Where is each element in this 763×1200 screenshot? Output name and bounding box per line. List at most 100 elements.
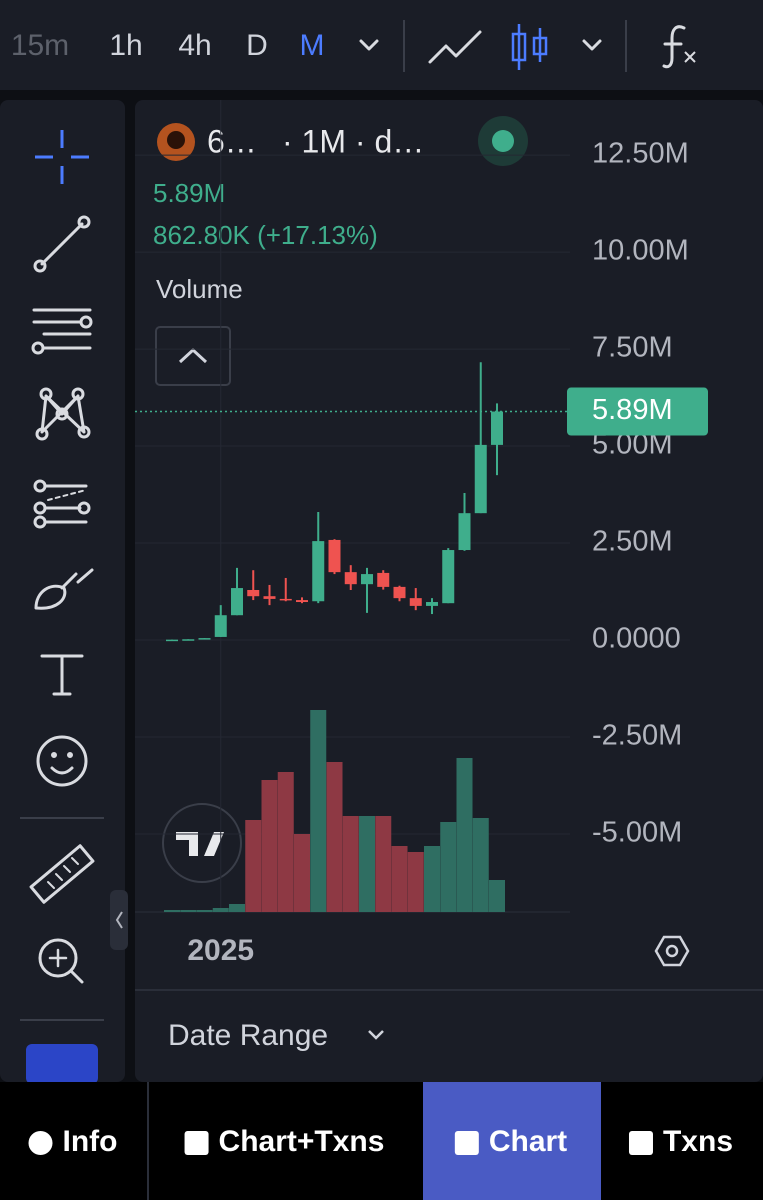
interval-button[interactable]: 4h [178,29,211,62]
y-tick-label: -2.50M [592,720,682,752]
candle-chart-button[interactable] [511,24,548,70]
chart-type-dropdown[interactable] [582,39,602,51]
volume-bar [180,910,197,912]
projection-tool[interactable] [33,479,91,529]
candle-body [377,572,390,587]
candle-body [182,639,195,641]
nav-icon [628,1131,653,1155]
interval-button[interactable]: 15m [11,29,69,62]
nav-tab[interactable]: Info [28,1125,118,1158]
candle-body [312,541,325,602]
nav-icon [454,1131,479,1155]
y-tick-label: 7.50M [592,332,673,364]
magnet-tool[interactable] [26,1044,98,1084]
volume-bar [359,816,375,912]
collapse-legend[interactable] [155,326,231,386]
candle-body [491,411,503,445]
measure-tool[interactable] [29,844,95,904]
candle-body [247,589,260,597]
tradingview-logo [162,803,242,883]
candle-body [279,598,292,601]
candle-body [442,550,455,604]
volume-bar [310,710,327,912]
interval-dropdown[interactable] [359,39,379,51]
interval-button[interactable]: M [300,29,325,62]
collapse-toolbar[interactable] [110,890,128,950]
volume-bar [196,910,213,912]
candle-body [361,574,373,585]
date-range-button[interactable]: Date Range [168,1019,328,1052]
y-tick-label: 2.50M [592,526,673,558]
volume-bar [164,910,180,912]
nav-label: Info [63,1125,118,1158]
candle-body [458,513,471,551]
y-tick-label: 0.0000 [592,623,681,655]
collapse-arrow [115,911,123,929]
volume-bar [375,816,392,912]
price-label-box [567,387,708,436]
candle-body [344,572,357,585]
x-tick-label: 2025 [187,934,254,967]
emoji-tool[interactable] [36,735,88,787]
candle-body [393,586,406,599]
price-change: 862.80K (+17.13%) [153,220,378,250]
nav-icon [28,1131,53,1155]
volume-bar [229,904,245,912]
crosshair-tool[interactable] [35,130,89,184]
symbol-details: · 1M · d… [282,123,424,159]
drawing-toolbar [0,100,125,1082]
volume-bar [489,880,505,912]
logo-mark [176,832,224,856]
nav-label: Chart+Txns [219,1125,385,1158]
volume-bar [326,762,343,912]
interval-button[interactable]: 1h [109,29,142,62]
candle-body [166,639,178,642]
candle-body [214,615,227,637]
volume-bar [261,780,278,912]
nav-tab[interactable]: Txns [628,1125,733,1158]
volume-bar [407,852,424,912]
nav-tab[interactable]: Chart+Txns [184,1125,385,1158]
interval-button[interactable]: D [246,29,268,62]
top-toolbar [0,0,763,90]
volume-bar [424,846,440,912]
y-tick-label: -5.00M [592,817,682,849]
volume-bar [391,846,408,912]
nav-label: Chart [489,1125,567,1158]
candle-body [296,600,308,603]
token-avatar-face [167,131,185,149]
volume-bar [245,820,262,912]
collapse-arrow [178,347,208,364]
candle-body [231,588,243,616]
candle-body [409,598,422,606]
y-tick-label: 10.00M [592,235,689,267]
volume-bar [456,758,473,912]
line-chart-button[interactable] [428,30,482,64]
last-price: 5.89M [153,178,225,208]
nav-tab-active [423,1082,601,1200]
pattern-tool[interactable] [35,387,91,441]
nav-tab[interactable]: Chart [423,1082,601,1200]
volume-bar [342,816,359,912]
text-tool[interactable] [40,654,84,696]
settings-button[interactable] [654,935,690,967]
candle-body [328,539,341,573]
volume-bar [277,772,294,912]
nav-icon [184,1131,209,1155]
zoom-tool[interactable] [38,938,84,984]
volume-bar [294,834,310,912]
volume-bar [440,822,457,912]
candle-body [263,596,276,599]
fib-tool[interactable] [31,308,93,355]
trend-line-tool[interactable] [33,215,91,273]
icon-x [684,51,696,63]
volume-bar [212,908,229,912]
price-label: 5.89M [592,394,673,426]
y-tick-label: 12.50M [592,138,689,170]
candle-body [474,444,487,514]
candle-body [198,638,211,640]
brush-tool[interactable] [34,568,94,610]
status-dot [492,130,514,152]
indicators-button[interactable] [662,25,696,69]
